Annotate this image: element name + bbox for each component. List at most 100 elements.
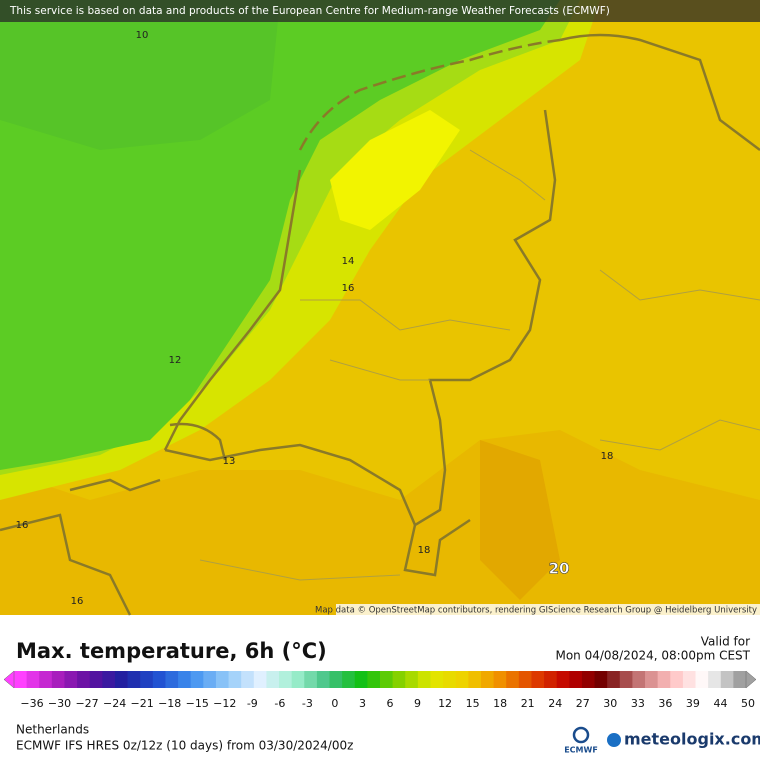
map: This service is based on data and produc… bbox=[0, 0, 760, 616]
scale-segment bbox=[39, 671, 53, 688]
scale-label: −12 bbox=[213, 697, 236, 710]
brand-icon bbox=[607, 733, 621, 747]
ecmwf-icon bbox=[572, 726, 590, 744]
coastline bbox=[163, 169, 302, 451]
contour-label: 18 bbox=[601, 451, 614, 462]
scale-segment bbox=[342, 671, 356, 688]
scale-label: 24 bbox=[548, 697, 562, 710]
scale-label: 36 bbox=[658, 697, 672, 710]
scale-segment bbox=[140, 671, 154, 688]
regions bbox=[199, 149, 760, 581]
scale-segment bbox=[266, 671, 280, 688]
scale-segment bbox=[594, 671, 608, 688]
scale-label: 30 bbox=[603, 697, 617, 710]
scale-labels: −36 −30 −27 −24 −21 −18 −15 −12 -9 -6 -3 0 3 6 9 12 15 18… bbox=[20, 697, 755, 710]
scale-label: −24 bbox=[103, 697, 126, 710]
scale-segment bbox=[506, 671, 520, 688]
brand: meteologix.com bbox=[624, 730, 760, 749]
scale-segment bbox=[569, 671, 583, 688]
scale-label: 27 bbox=[576, 697, 590, 710]
map-credit: Map data © OpenStreetMap contributors, r… bbox=[315, 606, 757, 616]
attribution-bar bbox=[0, 0, 760, 22]
scale-label: −30 bbox=[48, 697, 71, 710]
scale-segment bbox=[556, 671, 570, 688]
scale-label: -9 bbox=[247, 697, 258, 710]
contour-labels: 10 14 16 12 13 16 16 18 18 20 bbox=[16, 30, 614, 607]
scale-segment bbox=[657, 671, 671, 688]
valid-time: Mon 04/08/2024, 08:00pm CEST bbox=[555, 649, 750, 663]
contour-label: 20 bbox=[549, 560, 570, 578]
scale-segment bbox=[695, 671, 709, 688]
scale-segment bbox=[316, 671, 331, 688]
coastline bbox=[169, 422, 227, 461]
scale-segment bbox=[64, 671, 78, 688]
scale-label: 44 bbox=[713, 697, 727, 710]
scale-label: 9 bbox=[414, 697, 421, 710]
scale-segment bbox=[380, 671, 394, 688]
scale-segment bbox=[708, 671, 722, 688]
contour-label: 16 bbox=[71, 596, 84, 607]
scale-segment bbox=[304, 671, 318, 688]
scale-label: -6 bbox=[274, 697, 285, 710]
scale-segment bbox=[607, 671, 621, 688]
scale-label: −18 bbox=[158, 697, 181, 710]
scale-segment bbox=[720, 671, 734, 688]
scale-segment bbox=[354, 671, 368, 688]
scale-segment bbox=[89, 671, 103, 688]
scale-segment bbox=[645, 671, 659, 688]
island-line bbox=[298, 38, 561, 151]
scale-segment bbox=[518, 671, 532, 688]
scale-segment bbox=[291, 671, 305, 688]
scale-arrow bbox=[3, 670, 15, 689]
scale-label: 33 bbox=[631, 697, 645, 710]
scale-segment bbox=[114, 671, 129, 688]
scale-segment bbox=[14, 671, 28, 688]
scale-segment bbox=[670, 671, 684, 688]
scale-segment bbox=[417, 671, 431, 688]
contour-label: 16 bbox=[16, 520, 29, 531]
scale-label: -3 bbox=[302, 697, 313, 710]
scale-label: 39 bbox=[686, 697, 700, 710]
scale-label: −27 bbox=[75, 697, 98, 710]
scale-label: −21 bbox=[131, 697, 154, 710]
contour-label: 14 bbox=[342, 256, 355, 267]
scale-segment bbox=[632, 671, 646, 688]
scale-segment bbox=[127, 671, 141, 688]
scale-segment bbox=[279, 671, 293, 688]
scale-segment bbox=[203, 671, 217, 688]
scale-label: −15 bbox=[186, 697, 209, 710]
scale-label: 18 bbox=[493, 697, 507, 710]
scale-segment bbox=[493, 671, 507, 688]
scale-segment bbox=[77, 671, 91, 688]
scale-arrow bbox=[745, 670, 757, 689]
valid-label: Valid for bbox=[701, 635, 750, 649]
scale-label: 15 bbox=[466, 697, 480, 710]
scale-segment bbox=[544, 671, 558, 688]
warm-area bbox=[0, 430, 760, 615]
model-info: ECMWF IFS HRES 0z/12z (10 days) from 03/… bbox=[16, 739, 353, 753]
scale-segment bbox=[215, 671, 230, 688]
scale-segment bbox=[531, 671, 545, 688]
scale-label: 0 bbox=[331, 697, 338, 710]
contour-label: 18 bbox=[418, 545, 431, 556]
scale-label: 12 bbox=[438, 697, 452, 710]
scale-segment bbox=[733, 671, 747, 688]
scale-segment bbox=[228, 671, 242, 688]
legend-title: Max. temperature, 6h (°C) bbox=[16, 639, 327, 663]
border bbox=[0, 513, 132, 616]
warm-coast bbox=[330, 110, 460, 230]
color-scale bbox=[3, 670, 757, 689]
scale-segment bbox=[26, 671, 40, 688]
scale-segment bbox=[581, 671, 596, 688]
border bbox=[164, 443, 417, 526]
scale-label: 6 bbox=[387, 697, 394, 710]
ecmwf-logo: ECMWF bbox=[564, 746, 598, 755]
scale-segment bbox=[367, 671, 381, 688]
scale-segment bbox=[152, 671, 166, 688]
scale-label: 50 bbox=[741, 697, 755, 710]
region: Netherlands bbox=[16, 723, 89, 737]
scale-segment bbox=[619, 671, 633, 688]
scale-segment bbox=[392, 671, 406, 688]
scale-segment bbox=[329, 671, 343, 688]
